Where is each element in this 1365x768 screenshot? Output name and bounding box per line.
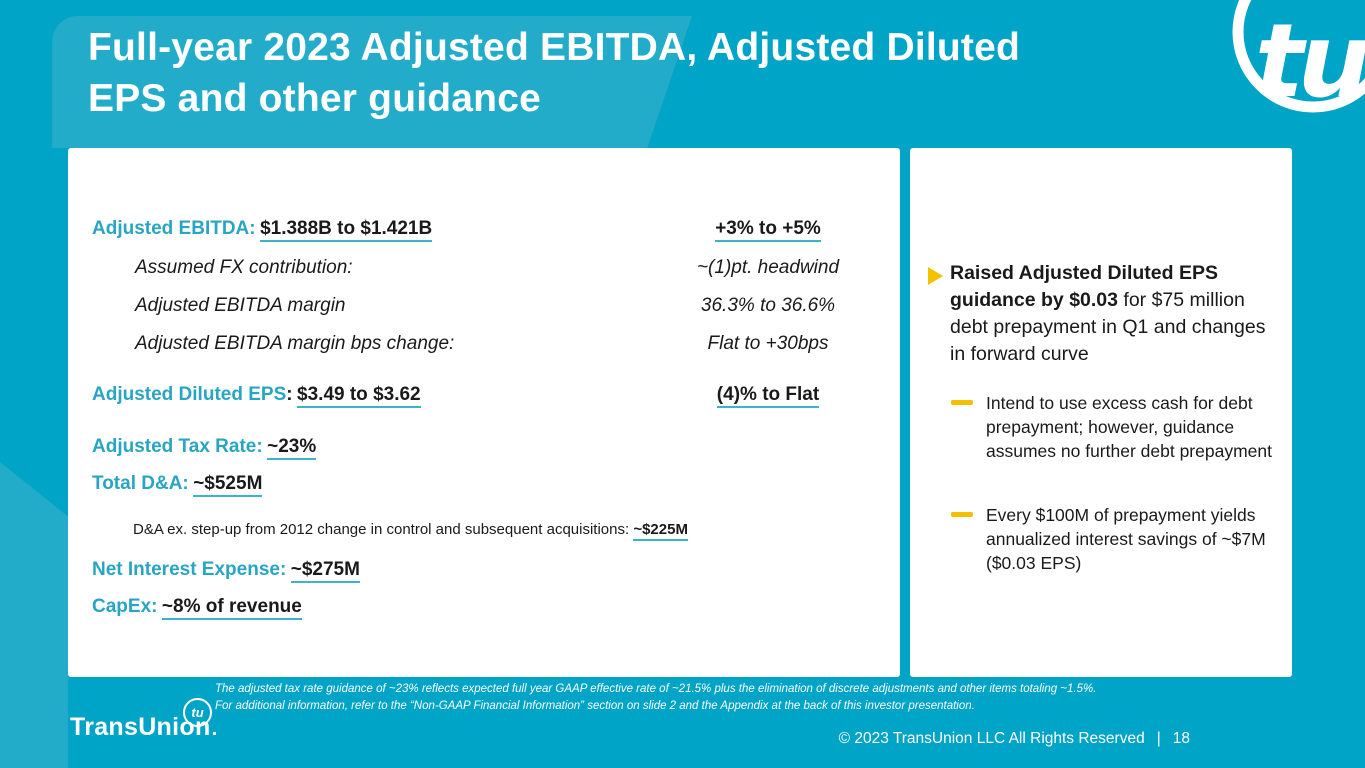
adjusted-tax-rate-label: Adjusted Tax Rate: (92, 436, 263, 457)
page-title: Full-year 2023 Adjusted EBITDA, Adjusted… (88, 22, 1020, 124)
row-ebitda-margin-bps: Adjusted EBITDA margin bps change: Flat … (92, 333, 890, 355)
sub-bullet-1: Intend to use excess cash for debt prepa… (986, 393, 1272, 461)
background-swoosh-bottom-left (0, 462, 68, 768)
page-title-line1: Full-year 2023 Adjusted EBITDA, Adjusted… (88, 26, 1021, 69)
da-note-value: ~$225M (633, 521, 688, 541)
footnote-line2: For additional information, refer to the… (215, 699, 975, 712)
capex-label: CapEx: (92, 596, 158, 617)
ebitda-margin-value: 36.3% to 36.6% (700, 295, 836, 316)
ebitda-margin-label: Adjusted EBITDA margin (135, 295, 346, 316)
capex-value: ~8% of revenue (161, 596, 302, 620)
row-adjusted-tax-rate: Adjusted Tax Rate: ~23% (92, 436, 890, 460)
triangle-bullet-icon (928, 267, 943, 285)
total-da-label: Total D&A: (92, 473, 189, 494)
row-total-da: Total D&A: ~$525M (92, 473, 890, 497)
da-note-label: D&A ex. step-up from 2012 change in cont… (133, 521, 630, 538)
footnote-line1: The adjusted tax rate guidance of ~23% r… (215, 683, 1097, 695)
page-number: 18 (1172, 730, 1190, 747)
adjusted-tax-rate-value: ~23% (267, 436, 317, 460)
page-title-line2: EPS and other guidance (88, 77, 541, 120)
ebitda-margin-bps-label: Adjusted EBITDA margin bps change: (135, 333, 455, 354)
adjusted-ebitda-growth: +3% to +5% (643, 218, 893, 242)
background-swoosh-top (52, 16, 692, 148)
adjusted-diluted-eps-label: Adjusted Diluted EPS (92, 384, 287, 405)
row-da-note: D&A ex. step-up from 2012 change in cont… (92, 521, 890, 541)
fx-contribution-label: Assumed FX contribution: (135, 257, 353, 278)
ebitda-margin-bps-value: Flat to +30bps (707, 333, 829, 354)
copyright-text: © 2023 TransUnion LLC All Rights Reserve… (838, 730, 1145, 747)
adjusted-diluted-eps-growth: (4)% to Flat (643, 384, 893, 408)
svg-text:tu: tu (1255, 2, 1365, 120)
transunion-tu-logo-icon: tu (1232, 0, 1365, 120)
row-capex: CapEx: ~8% of revenue (92, 596, 890, 620)
highlight-bullet: Raised Adjusted Diluted EPS guidance by … (950, 260, 1280, 368)
row-fx-contribution: Assumed FX contribution: ~(1)pt. headwin… (92, 257, 890, 279)
highlights-card: Raised Adjusted Diluted EPS guidance by … (910, 148, 1292, 677)
dash-bullet-icon (951, 512, 973, 517)
tu-circle-icon: tu (183, 698, 212, 727)
highlight-bullet-rest: for $75 million debt prepayment in Q1 an… (950, 289, 1266, 365)
adjusted-ebitda-label: Adjusted EBITDA: (92, 218, 256, 239)
sub-bullet-2: Every $100M of prepayment yields annuali… (986, 505, 1266, 573)
adjusted-diluted-eps-value: $3.49 to $3.62 (297, 384, 421, 408)
row-adjusted-ebitda: Adjusted EBITDA: $1.388B to $1.421B +3% … (92, 218, 893, 242)
row-net-interest-expense: Net Interest Expense: ~$275M (92, 559, 890, 583)
net-interest-expense-label: Net Interest Expense: (92, 559, 287, 580)
total-da-value: ~$525M (193, 473, 263, 497)
adjusted-ebitda-value: $1.388B to $1.421B (260, 218, 433, 242)
guidance-card: Adjusted EBITDA: $1.388B to $1.421B +3% … (68, 148, 900, 677)
highlight-bullet-bold: Raised Adjusted Diluted EPS guidance by … (950, 262, 1218, 311)
row-adjusted-diluted-eps: Adjusted Diluted EPS: $3.49 to $3.62 (4)… (92, 384, 893, 408)
net-interest-expense-value: ~$275M (290, 559, 360, 583)
dash-bullet-icon (951, 400, 973, 405)
adjusted-diluted-eps-colon: : (286, 384, 293, 405)
row-ebitda-margin: Adjusted EBITDA margin 36.3% to 36.6% (92, 295, 890, 317)
fx-contribution-value: ~(1)pt. headwind (696, 257, 840, 278)
footnote-disclaimer: The adjusted tax rate guidance of ~23% r… (215, 681, 1365, 714)
copyright-bar: © 2023 TransUnion LLC All Rights Reserve… (839, 730, 1190, 748)
copyright-separator: | (1156, 730, 1161, 747)
